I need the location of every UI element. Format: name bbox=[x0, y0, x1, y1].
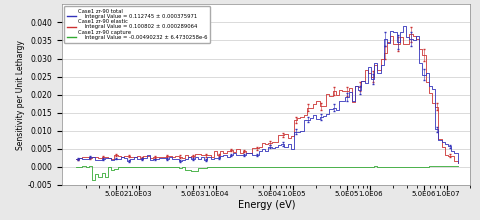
Legend: Case1 zr-90 total,     Integral Value = 0.112745 ± 0.000375971, Case1 zr-90 elas: Case1 zr-90 total, Integral Value = 0.11… bbox=[64, 6, 210, 43]
X-axis label: Energy (eV): Energy (eV) bbox=[238, 200, 295, 210]
Y-axis label: Sensitivity per Unit Lethargy: Sensitivity per Unit Lethargy bbox=[16, 40, 25, 150]
